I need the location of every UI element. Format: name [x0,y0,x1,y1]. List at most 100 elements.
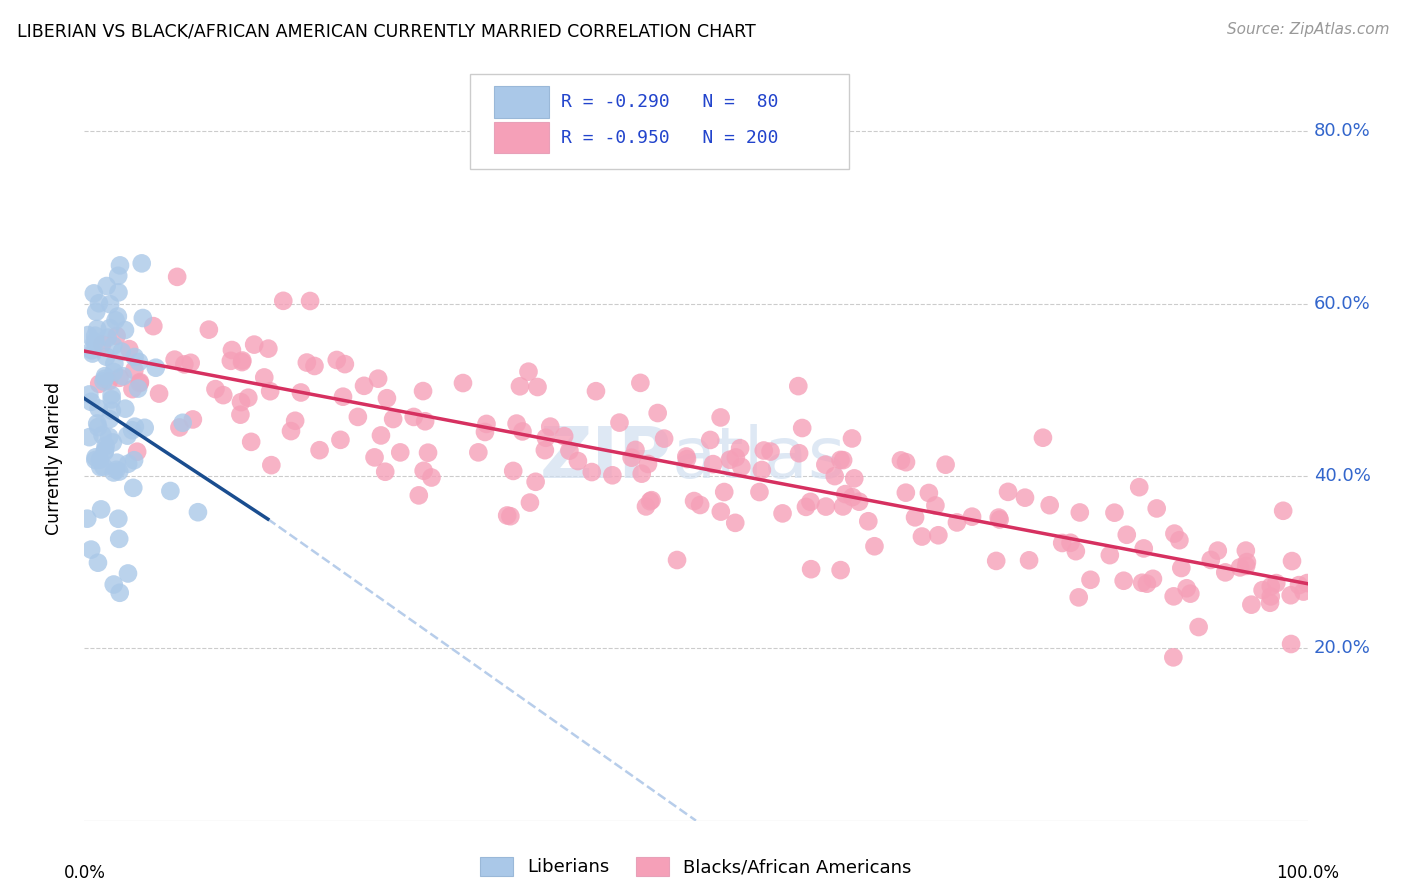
Point [927,528,949,542]
Point [451,376,474,390]
Point [180,356,202,370]
Point [1128,480,1150,494]
Point [676,452,699,467]
Point [652,432,675,446]
Point [101,403,124,417]
Point [1112,574,1135,588]
Point [683,494,706,508]
Point [960,509,983,524]
Point [689,498,711,512]
Point [353,379,375,393]
Point [389,445,412,459]
Point [1199,553,1222,567]
Point [212,388,235,402]
Point [108,586,131,600]
Point [502,464,524,478]
Point [124,363,146,377]
Point [787,379,810,393]
Point [304,359,326,373]
Point [1272,504,1295,518]
Point [1039,498,1062,512]
Point [997,484,1019,499]
Point [512,425,534,439]
Point [111,369,134,384]
Point [94,372,117,386]
Point [620,450,643,465]
Point [772,507,794,521]
Point [122,481,145,495]
Point [271,293,294,308]
Point [630,467,652,481]
Point [799,495,821,509]
Text: ZIP: ZIP [540,425,672,493]
Point [988,512,1011,526]
Point [581,465,603,479]
Point [86,417,108,431]
Point [127,444,149,458]
Point [375,391,398,405]
Point [108,259,131,273]
Point [724,516,747,530]
Point [100,392,122,407]
Point [347,409,370,424]
Point [284,414,307,428]
Point [534,431,557,445]
Point [367,372,389,386]
Point [290,385,312,400]
Point [946,516,969,530]
Point [382,412,405,426]
FancyBboxPatch shape [470,74,849,169]
Point [787,446,810,460]
Point [1234,558,1257,573]
Point [79,387,101,401]
Point [94,439,117,453]
Point [794,500,817,514]
Point [84,328,107,343]
Point [108,465,131,479]
Point [122,453,145,467]
Point [94,369,117,384]
Point [505,417,527,431]
Point [94,443,117,458]
Point [830,563,852,577]
Point [647,406,669,420]
Point [1059,535,1081,549]
Text: 100.0%: 100.0% [1277,863,1339,881]
Point [124,350,146,364]
Point [553,429,575,443]
Point [894,455,917,469]
Point [231,353,253,368]
Point [1229,560,1251,574]
Point [89,376,111,391]
Point [1258,596,1281,610]
Point [1170,561,1192,575]
Point [93,459,115,474]
Point [91,337,114,351]
Point [1163,526,1185,541]
Point [1018,553,1040,567]
Point [1251,583,1274,598]
Point [104,313,127,327]
Point [759,444,782,458]
Point [93,375,115,389]
Point [1240,598,1263,612]
Point [121,382,143,396]
Point [84,453,107,467]
Text: 20.0%: 20.0% [1313,640,1371,657]
Point [131,256,153,270]
Point [986,554,1008,568]
Point [108,371,131,385]
Point [370,428,392,442]
Point [858,514,880,528]
Point [730,459,752,474]
Point [103,365,125,379]
Point [142,319,165,334]
Point [748,485,770,500]
Text: Currently Married: Currently Married [45,382,63,535]
Point [558,443,581,458]
Point [841,432,863,446]
Point [1080,573,1102,587]
FancyBboxPatch shape [494,121,550,153]
Point [1279,588,1302,602]
Point [724,450,747,465]
